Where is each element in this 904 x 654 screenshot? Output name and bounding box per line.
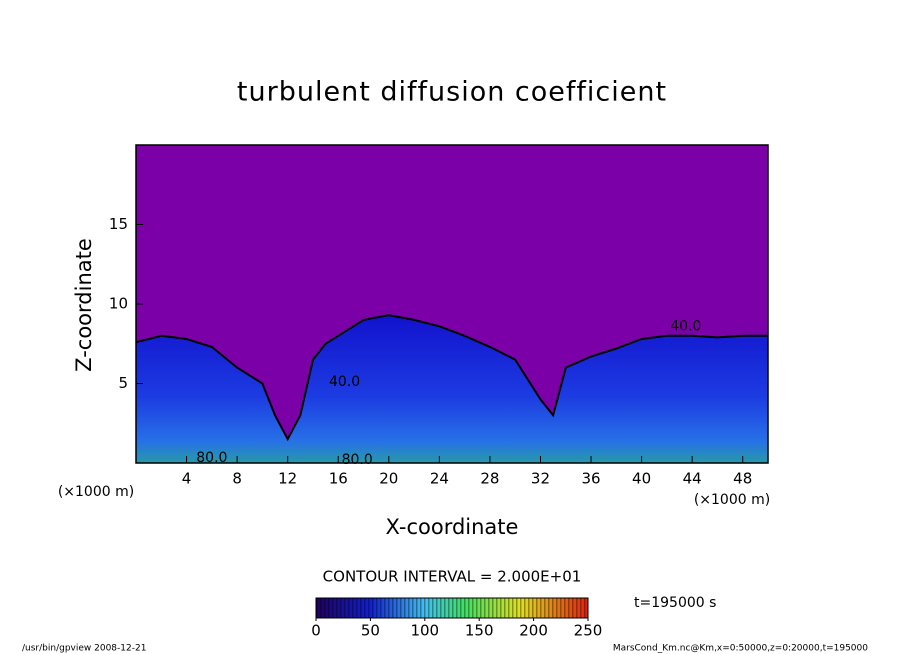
contour-label: 40.0 — [329, 374, 360, 390]
colorbar-tick-label: 50 — [361, 622, 380, 640]
x-tick-label: 40 — [632, 470, 651, 488]
y-tick-label: 10 — [109, 295, 128, 313]
x-tick-label: 20 — [379, 470, 398, 488]
colorbar-frame — [315, 597, 589, 619]
x-tick-label: 36 — [581, 470, 600, 488]
contour-label: 40.0 — [670, 318, 701, 334]
x-tick-label: 44 — [683, 470, 702, 488]
x-tick-label: 28 — [480, 470, 499, 488]
colorbar-tick-label: 100 — [410, 622, 439, 640]
x-tick-label: 16 — [329, 470, 348, 488]
colorbar-stripes — [316, 598, 588, 618]
field-fill-tint — [136, 315, 768, 463]
contour-line — [135, 314, 768, 442]
colorbar-tick-label: 250 — [574, 622, 603, 640]
x-tick-label: 4 — [182, 470, 192, 488]
field-region — [136, 315, 768, 463]
colorbar-tick-label: 200 — [519, 622, 548, 640]
x-unit-label: (×1000 m) — [58, 484, 134, 500]
y-tick-label: 5 — [118, 374, 128, 392]
x-tick-label: 24 — [430, 470, 449, 488]
footer-right: MarsCond_Km.nc@Km,x=0:50000,z=0:20000,t=… — [613, 644, 868, 654]
x-unit-label: (×1000 m) — [694, 492, 770, 508]
colorbar-tick-label: 150 — [465, 622, 494, 640]
x-tick-label: 8 — [232, 470, 242, 488]
y-axis-label: Z-coordinate — [72, 238, 96, 372]
contour-interval: CONTOUR INTERVAL = 2.000E+01 — [323, 568, 582, 586]
x-tick-label: 32 — [531, 470, 550, 488]
colorbar-tick-label: 0 — [311, 622, 321, 640]
time-label: t=195000 s — [634, 595, 716, 611]
contour-label: 80.0 — [342, 452, 373, 468]
chart-title: turbulent diffusion coefficient — [237, 77, 667, 108]
contour-label: 80.0 — [196, 450, 227, 466]
x-tick-label: 48 — [733, 470, 752, 488]
y-tick-label: 15 — [109, 215, 128, 233]
footer-left: /usr/bin/gpview 2008-12-21 — [22, 644, 146, 654]
x-axis-label: X-coordinate — [386, 515, 519, 539]
x-tick-label: 12 — [278, 470, 297, 488]
